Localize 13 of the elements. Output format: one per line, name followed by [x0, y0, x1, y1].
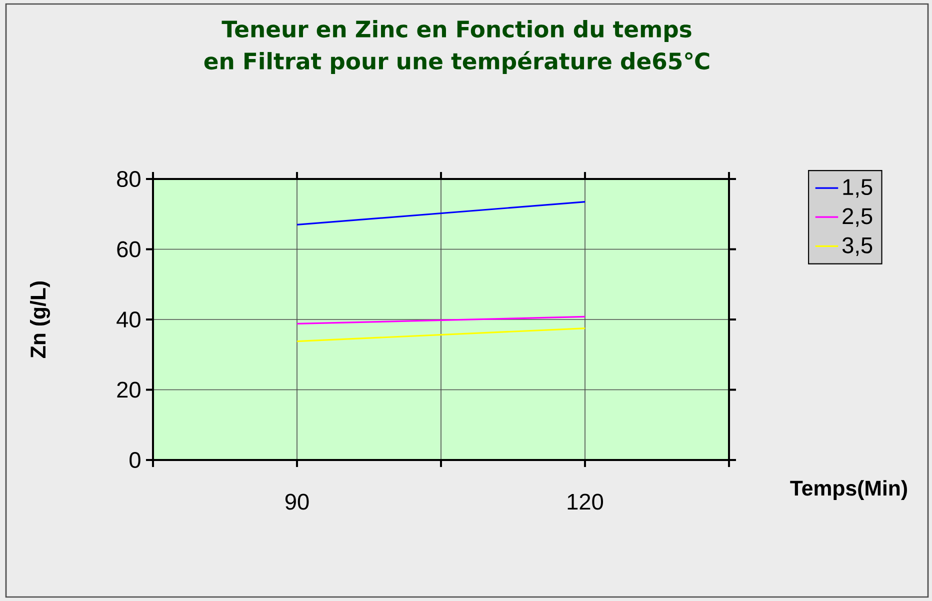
y-tick-label: 40: [116, 311, 140, 328]
y-tick-label: 80: [117, 170, 140, 188]
chart-title: Teneur en Zinc en Fonction du temps en Filtrat pour une température de65℃: [204, 20, 710, 74]
y-tick-label: 20: [117, 382, 140, 398]
x-axis-title: Temps(Min): [790, 480, 907, 500]
x-tick-label: 90: [285, 494, 309, 510]
legend-label: 1,5: [843, 179, 872, 198]
y-tick-label: 0: [130, 452, 140, 468]
legend-label: 2,5: [842, 208, 872, 227]
legend-label: 3,5: [842, 237, 872, 256]
y-axis-title: Zn (g/L): [30, 281, 50, 358]
x-tick-label: 120: [568, 494, 604, 510]
y-tick-label: 60: [117, 241, 140, 258]
